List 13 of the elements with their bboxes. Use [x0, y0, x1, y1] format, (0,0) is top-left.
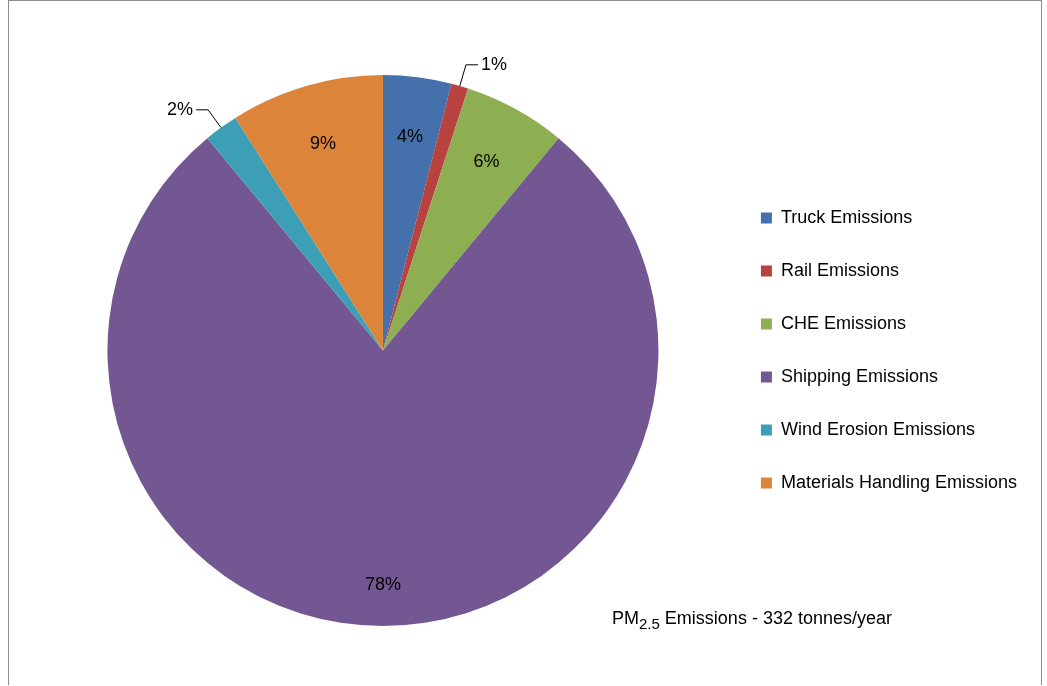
data-label: 78% — [364, 573, 401, 594]
data-label: 6% — [473, 151, 500, 172]
legend-label: Rail Emissions — [780, 259, 899, 280]
legend-label: Shipping Emissions — [780, 365, 938, 386]
legend-label: Materials Handling Emissions — [780, 471, 1017, 492]
data-label: 4% — [396, 126, 423, 147]
text: PM$_{2.5}$ Emissions - 332 tonnes/year — [612, 608, 892, 632]
data-label: 1% — [480, 53, 507, 74]
data-label: 2% — [167, 98, 194, 119]
data-label: 9% — [309, 133, 337, 154]
legend-label: Truck Emissions — [780, 206, 913, 227]
legend-label: CHE Emissions — [780, 312, 906, 333]
legend-label: Wind Erosion Emissions — [780, 418, 975, 439]
